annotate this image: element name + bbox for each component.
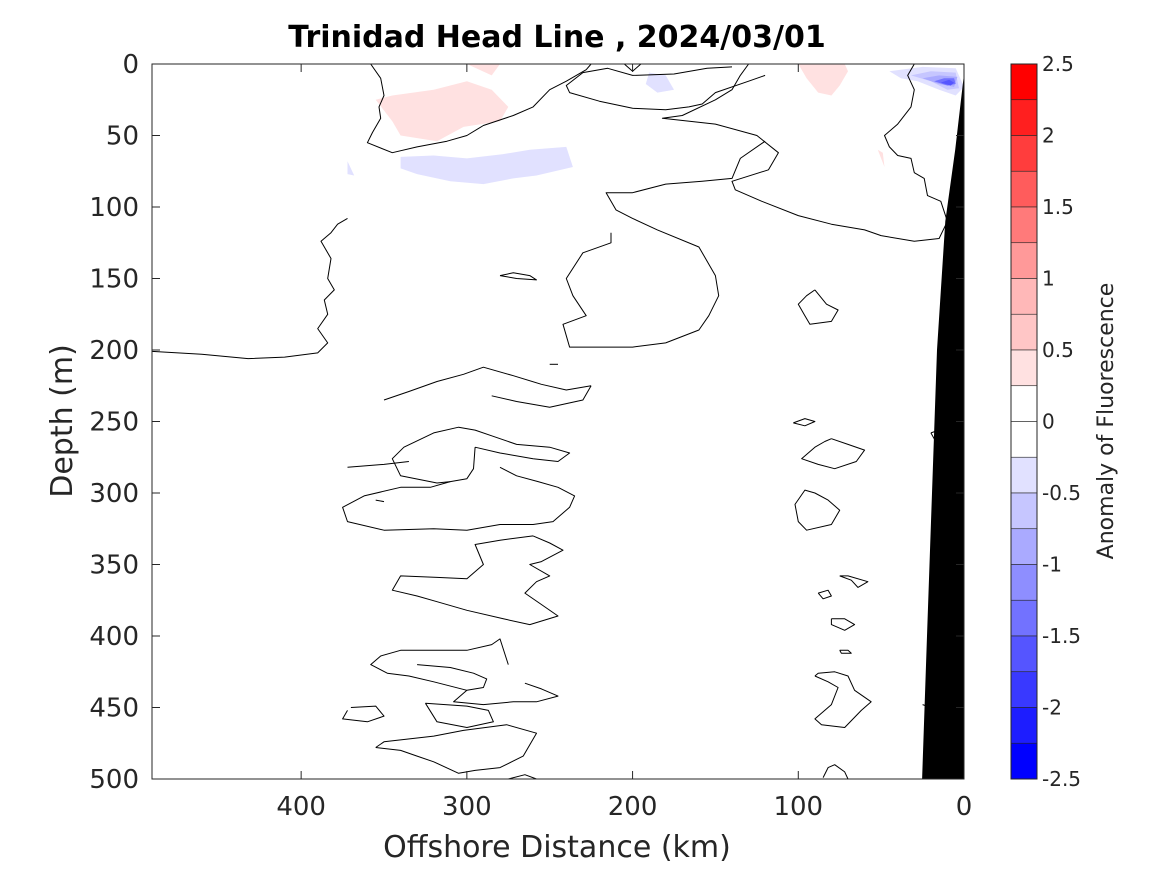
y-tick-label: 150	[89, 265, 139, 295]
x-tick-label: 200	[608, 792, 658, 822]
contour-line-27	[453, 682, 559, 706]
contour-line-16	[375, 499, 385, 503]
x-axis-title: Offshore Distance (km)	[383, 830, 731, 865]
contour-line-12	[801, 438, 866, 470]
colorbar-swatch-10	[1010, 421, 1038, 458]
x-tick-label: 300	[442, 792, 492, 822]
contour-line-25	[814, 671, 872, 728]
colorbar-frame	[1010, 63, 1038, 780]
colorbar-swatch-2	[1010, 135, 1038, 172]
anomaly-patch-4	[400, 146, 573, 185]
colorbar: 2.5 2 1.5 1 0.5 0 -0.5 -1 -1.5 -2 -2.5	[1010, 52, 1081, 791]
contour-line-22	[830, 618, 856, 631]
contour-line-32	[375, 724, 537, 774]
colorbar-swatch-13	[1010, 528, 1038, 565]
colorbar-title: Anomaly of Fluorescence	[1094, 283, 1119, 560]
x-tick-label: 400	[276, 792, 326, 822]
plot-area	[152, 64, 964, 779]
colorbar-tick-label: -1	[1042, 553, 1062, 577]
contour-line-3	[562, 140, 766, 348]
y-tick-label: 400	[89, 622, 139, 652]
y-tick-label: 450	[89, 694, 139, 724]
colorbar-tick-label: -0.5	[1042, 481, 1081, 505]
colorbar-swatch-6	[1010, 278, 1038, 315]
y-axis-title: Depth (m)	[45, 344, 80, 498]
y-axis: 0 50 100 150 200 250 300 350 400 450 500	[89, 50, 964, 795]
colorbar-swatch-11	[1010, 456, 1038, 494]
x-axis: 400 300 200 100 0	[276, 64, 972, 822]
colorbar-swatch-8	[1010, 349, 1038, 387]
colorbar-swatch-19	[1010, 742, 1038, 780]
colorbar-swatch-0	[1010, 63, 1038, 101]
contour-line-0	[366, 63, 592, 154]
contour-line-2	[661, 63, 948, 242]
y-tick-label: 50	[106, 122, 139, 152]
y-tick-label: 200	[89, 336, 139, 366]
colorbar-swatch-9	[1010, 385, 1038, 422]
colorbar-swatch-3	[1010, 170, 1038, 208]
y-tick-label: 100	[89, 193, 139, 223]
colorbar-swatch-12	[1010, 492, 1038, 530]
contour-line-31	[508, 774, 537, 780]
colorbar-swatch-1	[1010, 99, 1038, 136]
contour-line-6	[499, 272, 537, 281]
contour-line-30	[822, 764, 849, 780]
contour-line-7	[797, 289, 839, 325]
anomaly-patch-6	[645, 72, 674, 93]
colorbar-tick-label: 1.5	[1042, 195, 1074, 219]
contour-line-26	[424, 702, 494, 728]
colorbar-tick-label: -2	[1042, 696, 1062, 720]
anomaly-patch-11	[940, 79, 955, 86]
chart-title: Trinidad Head Line , 2024/03/01	[288, 20, 825, 55]
contour-line-5	[565, 66, 766, 111]
contour-line-9	[383, 366, 592, 401]
colorbar-swatch-7	[1010, 313, 1038, 351]
colorbar-swatch-15	[1010, 599, 1038, 637]
colorbar-tick-label: 0	[1042, 410, 1055, 434]
contour-line-15	[347, 461, 409, 468]
colorbar-swatch-18	[1010, 707, 1038, 744]
anomaly-fill-layer	[347, 64, 964, 185]
colorbar-swatch-16	[1010, 635, 1038, 673]
contour-line-19	[391, 535, 564, 626]
y-tick-label: 0	[122, 50, 139, 80]
contour-line-20	[817, 589, 832, 600]
contour-line-layer	[151, 63, 948, 780]
contour-line-28	[342, 705, 385, 723]
anomaly-patch-2	[798, 64, 848, 96]
colorbar-tick-label: 2.5	[1042, 52, 1074, 76]
colorbar-tick-label: 2	[1042, 124, 1055, 148]
contour-line-17	[342, 466, 576, 531]
contour-line-18	[794, 489, 841, 531]
colorbar-tick-label: -2.5	[1042, 767, 1081, 791]
anomaly-patch-3	[877, 149, 885, 167]
y-tick-label: 500	[89, 765, 139, 795]
contour-line-24	[370, 638, 509, 691]
contour-line-4	[151, 217, 348, 360]
contour-line-21	[839, 575, 869, 588]
y-tick-label: 350	[89, 551, 139, 581]
anomaly-patch-5	[347, 161, 355, 176]
colorbar-swatch-4	[1010, 206, 1038, 244]
anomaly-patch-1	[466, 64, 500, 76]
anomaly-patch-0	[375, 81, 509, 142]
x-tick-label: 100	[773, 792, 823, 822]
colorbar-tick-label: -1.5	[1042, 624, 1081, 648]
colorbar-swatch-14	[1010, 564, 1038, 601]
y-tick-label: 300	[89, 479, 139, 509]
contour-line-10	[491, 385, 592, 408]
y-tick-label: 250	[89, 408, 139, 438]
colorbar-swatch-5	[1010, 242, 1038, 279]
contour-line-11	[793, 418, 816, 427]
x-tick-label: 0	[956, 792, 973, 822]
colorbar-tick-label: 0.5	[1042, 338, 1074, 362]
colorbar-tick-label: 1	[1042, 267, 1055, 291]
colorbar-swatch-17	[1010, 671, 1038, 708]
contour-line-23	[839, 649, 852, 654]
